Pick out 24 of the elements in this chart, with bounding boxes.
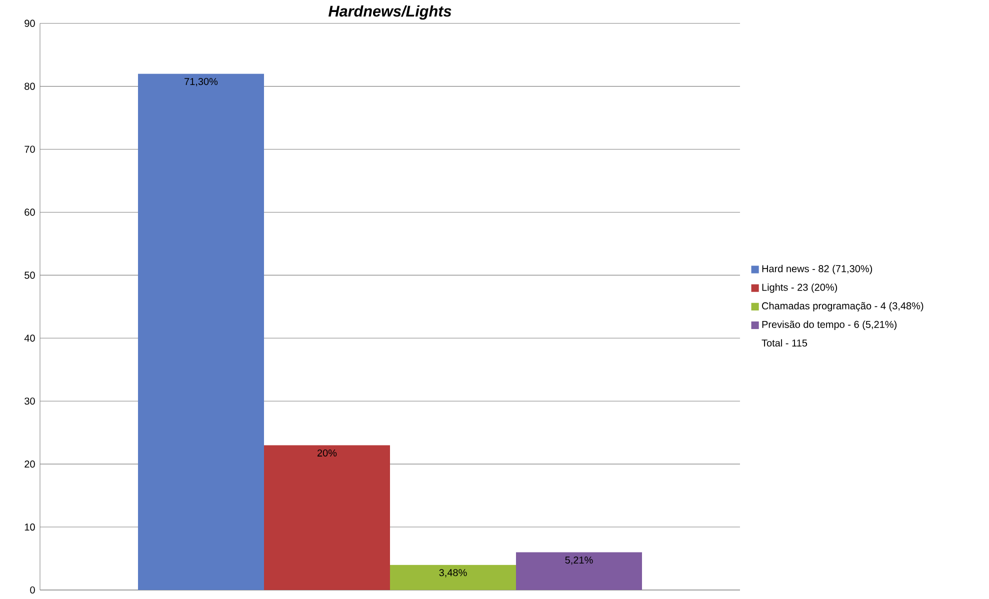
y-tick-label: 10 <box>24 523 35 531</box>
annotation: 20% <box>317 449 337 456</box>
y-tick-label: 80 <box>24 82 35 90</box>
bar <box>516 552 642 590</box>
bar <box>264 445 390 590</box>
text: Total - 115 <box>762 339 808 346</box>
legend-label: Lights - 23 (20%) <box>762 283 838 293</box>
annotation: 71,30% <box>184 78 218 86</box>
legend-label: Hard news - 82 (71,30%) <box>762 264 872 274</box>
chart-title: Hardnews/Lights <box>328 5 452 20</box>
legend-label: Chamadas programação - 4 (3,48%) <box>762 302 924 312</box>
y-tick-label: 20 <box>24 460 35 468</box>
y-tick-label: 90 <box>24 20 35 27</box>
legend-label: Previsão do tempo - 6 (5,21%) <box>762 320 897 330</box>
y-tick-label: 70 <box>24 146 35 153</box>
y-tick-label: 60 <box>24 208 35 216</box>
y-tick-label: 30 <box>24 397 35 405</box>
y-tick-label: 50 <box>24 272 35 279</box>
annotation: 3,48% <box>439 569 467 578</box>
bar <box>390 564 516 590</box>
annotation: 5,21% <box>565 556 593 565</box>
bar <box>138 74 264 590</box>
y-tick-label: 0 <box>30 586 35 594</box>
y-tick-label: 40 <box>24 334 35 342</box>
